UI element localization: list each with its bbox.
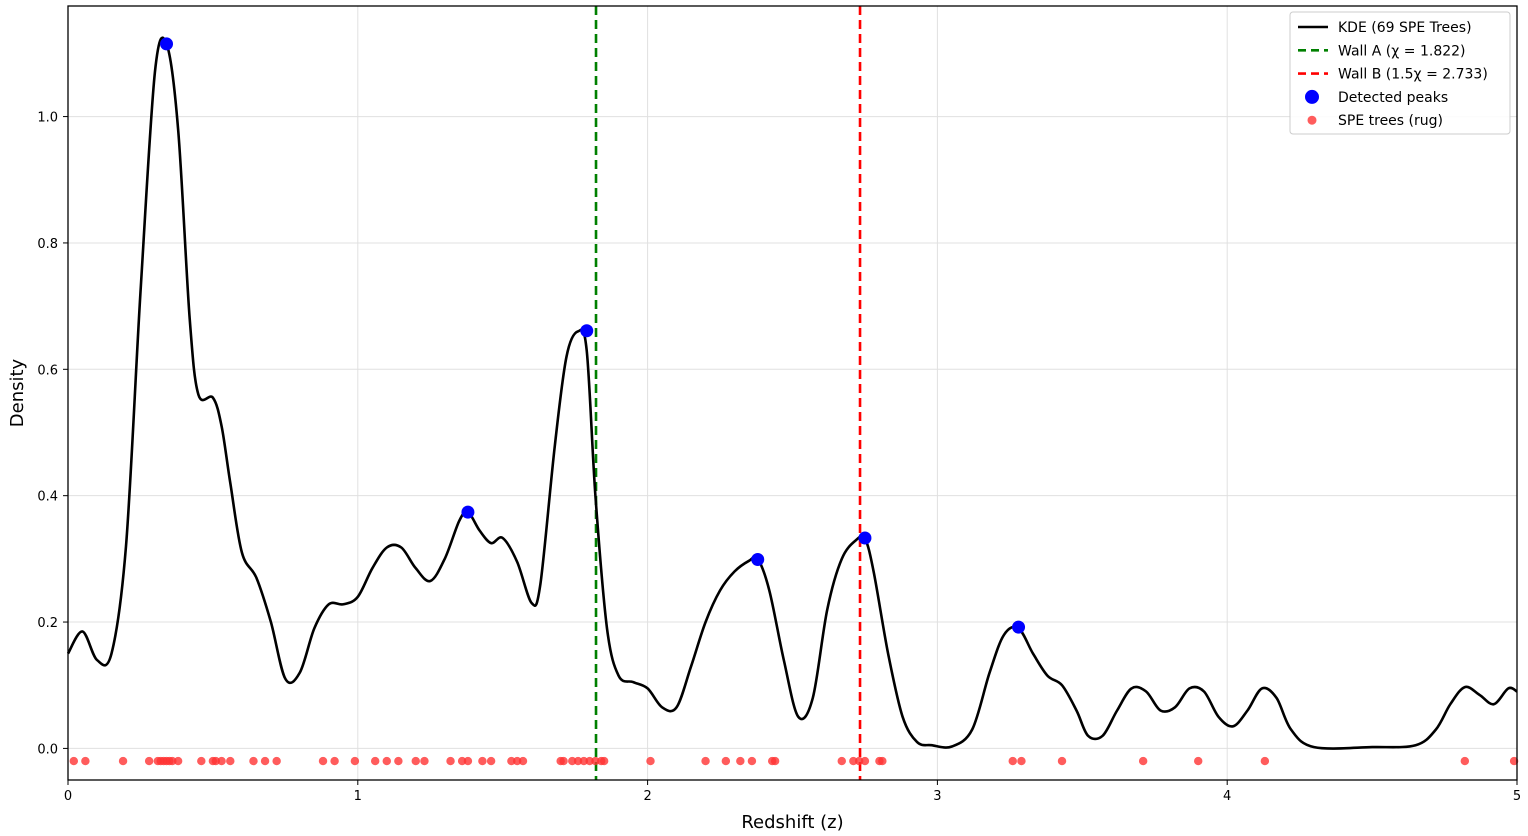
rug-point [197,756,206,766]
peak-point [160,37,174,51]
rug-point [507,756,516,766]
rug-point [69,756,78,766]
rug-point [457,756,467,766]
x-tick-label: 1 [354,789,362,804]
rug-point [559,756,568,766]
rug-point [370,756,380,766]
rug-point [394,756,403,766]
rug-point [330,756,339,766]
rug-point [249,756,258,766]
x-tick-label: 4 [1223,789,1231,804]
rug-point [144,756,154,766]
peak-point [461,505,475,519]
legend-rug-label: SPE trees (rug) [1338,113,1443,129]
rug-point [585,756,594,766]
rug-point [260,756,270,766]
rug-point [736,756,745,766]
rug-point [478,756,487,766]
grid-lines [67,6,1518,780]
rug-point [1138,756,1148,766]
rug-point [878,756,887,766]
rug-point [860,756,870,766]
wall-lines [594,6,862,780]
rug-point [1509,756,1519,766]
rug-point [272,756,281,766]
legend-box [1289,11,1511,135]
rug-point [446,756,455,766]
x-axis-label: Redshift (z) [741,812,843,833]
rug-point [1194,756,1203,766]
rug-point [1260,756,1270,766]
rug-point [646,756,655,766]
peak-points [160,37,1026,634]
rug-point [411,756,420,766]
y-tick-label: 0.0 [37,742,58,757]
rug-point [721,756,731,766]
rug-point [591,756,600,766]
rug-point [168,756,177,766]
rug-point [854,756,864,766]
peak-point [751,552,765,566]
rug-point [770,756,780,766]
rug-point [1057,756,1067,766]
plot-frame [67,5,1518,781]
peak-point [858,531,872,545]
legend: KDE (69 SPE Trees) Wall A (χ = 1.822) Wa… [1289,11,1511,135]
rug-point [318,756,328,766]
rug-point [518,756,528,766]
axis-ticks: 0 1 2 3 4 5 0.0 0.2 0.4 0.6 0.8 1.0 [37,111,1521,804]
rug-point [512,756,522,766]
rug-point [226,756,235,766]
legend-wall-b-label: Wall B (1.5χ = 2.733) [1338,67,1488,83]
legend-peaks-swatch [1305,89,1319,104]
peak-point [1012,620,1026,634]
y-tick-label: 1.0 [37,111,58,126]
rug-point [579,756,589,766]
rug-point [1017,756,1026,766]
legend-kde-label: KDE (69 SPE Trees) [1338,20,1472,36]
y-axis-label: Density [7,358,28,427]
rug-point [211,756,220,766]
kde-curve-layer [66,36,1518,750]
y-tick-label: 0.6 [37,363,58,378]
rug-point [173,756,183,766]
y-tick-label: 0.2 [37,616,58,631]
rug-point [747,756,757,766]
x-tick-label: 5 [1513,789,1521,804]
rug-point [463,756,473,766]
rug-point [118,756,128,766]
rug-point [701,756,710,766]
rug-point [486,756,496,766]
legend-peaks-label: Detected peaks [1338,90,1448,106]
kde-curve [66,36,1518,750]
y-tick-label: 0.4 [37,490,58,505]
rug-point [599,756,609,766]
rug-point [420,756,429,766]
x-tick-label: 0 [64,789,72,804]
rug-points [69,756,1519,766]
rug-point [81,756,90,766]
rug-point [1008,756,1017,766]
x-tick-label: 3 [933,789,941,804]
rug-point [573,756,583,766]
rug-point [568,756,577,766]
rug-point [382,756,391,766]
x-tick-label: 2 [643,789,651,804]
rug-point [350,756,360,766]
legend-rug-swatch [1307,115,1317,125]
rug-point [837,756,846,766]
rug-point [217,756,226,766]
y-tick-label: 0.8 [37,237,58,252]
legend-wall-a-label: Wall A (χ = 1.822) [1338,43,1466,59]
rug-point [849,756,858,766]
peak-point [580,324,594,338]
rug-point [1460,756,1470,766]
